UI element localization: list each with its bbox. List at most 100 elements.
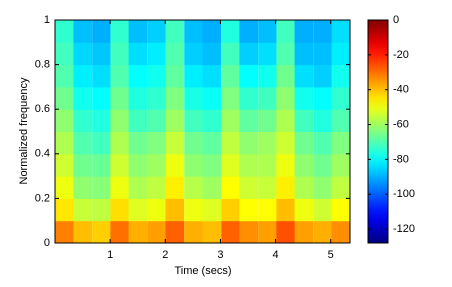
heat-cell [92,42,111,66]
heat-cell [221,198,240,222]
heat-cell [239,176,259,199]
heat-cell [202,86,222,110]
heat-cell [92,109,111,132]
heat-cell [221,220,240,244]
heat-cell [110,131,130,155]
colorbar-tick-label: -120 [393,223,415,235]
heat-cell [239,109,259,132]
heat-cell [184,153,203,177]
heat-cell [184,20,203,43]
heat-cell [331,86,351,110]
heat-cell [221,64,240,88]
heat-cell [202,131,222,155]
colorbar-tick-label: -80 [393,153,409,165]
heat-cell [92,64,111,88]
heat-cell [128,42,148,66]
heat-cell [165,109,185,132]
heat-cell [294,86,314,110]
heat-cell [73,86,93,110]
heat-cell [239,153,259,177]
heat-cell [73,20,93,43]
heat-cell [147,198,167,222]
heat-cell [202,153,222,177]
heat-cell [313,198,333,222]
heat-cell [258,42,277,66]
heat-cell [73,153,93,177]
heat-cell [258,86,277,110]
heat-cell [202,176,222,199]
heat-cell [55,153,74,177]
heat-cell [294,220,314,244]
colorbar-tick-label: -100 [393,188,415,200]
heat-cell [331,220,351,244]
heat-cell [73,198,93,222]
heat-cell [55,109,74,132]
heat-cell [331,176,351,199]
heat-cell [128,20,148,43]
x-tick-label: 5 [328,249,334,261]
heat-cell [55,176,74,199]
heat-cell [165,42,185,66]
heat-cell [331,42,351,66]
heat-cell [313,86,333,110]
heat-cell [110,220,130,244]
heat-cell [73,131,93,155]
heat-cell [184,64,203,88]
heat-cell [258,131,277,155]
heat-cell [184,198,203,222]
heat-cell [92,131,111,155]
heat-cell [239,198,259,222]
heat-cell [110,86,130,110]
heat-cell [184,176,203,199]
heat-cell [92,86,111,110]
heat-cell [258,64,277,88]
heat-cell [147,42,167,66]
heat-cell [313,64,333,88]
heat-cell [165,153,185,177]
heat-cell [202,109,222,132]
heat-cell [313,220,333,244]
heat-cell [92,220,111,244]
heat-cell [73,176,93,199]
heat-cell [147,131,167,155]
heat-cell [239,64,259,88]
x-tick-label: 3 [217,249,223,261]
plot-frame [54,19,351,244]
heat-cell [73,220,93,244]
colorbar-tick-label: -40 [393,84,409,96]
heat-cell [331,109,351,132]
heat-cell [147,86,167,110]
heat-cell [110,20,130,43]
heat-cell [165,131,185,155]
y-tick-label: 0.4 [35,148,50,160]
heat-cell [92,176,111,199]
heat-cell [110,198,130,222]
heat-cell [55,42,74,66]
heat-cell [147,20,167,43]
heat-cell [202,20,222,43]
heat-cell [276,198,296,222]
heat-cell [239,131,259,155]
heat-cell [147,153,167,177]
heat-cell [184,86,203,110]
heat-cell [221,153,240,177]
y-tick-label: 0.2 [35,192,50,204]
heat-cell [55,20,74,43]
heat-cell [147,176,167,199]
heat-cell [128,176,148,199]
heat-cell [313,131,333,155]
heat-cell [73,64,93,88]
heat-cell [184,131,203,155]
heat-cell [165,20,185,43]
y-tick-label: 0 [44,237,50,249]
heat-cell [258,109,277,132]
x-axis-label: Time (secs) [174,265,231,277]
heat-cell [55,220,74,244]
heat-cell [313,20,333,43]
heat-cell [110,153,130,177]
heat-cell [110,176,130,199]
y-tick-label: 1 [44,14,50,26]
heat-cell [276,153,296,177]
heat-cell [313,153,333,177]
